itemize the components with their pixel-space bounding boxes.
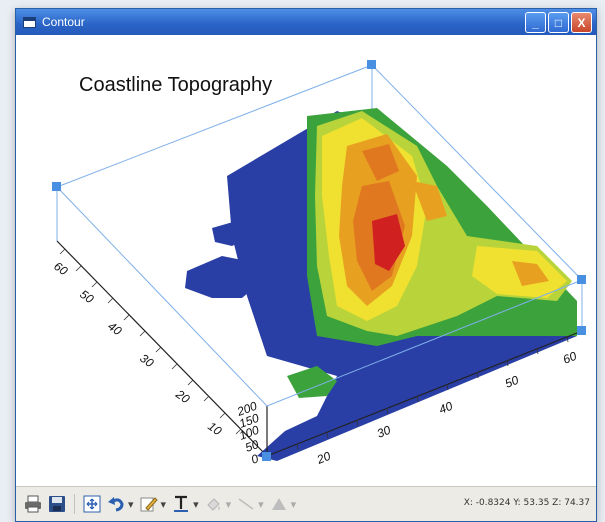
fit-to-window-icon xyxy=(83,495,101,513)
undo-arrow-icon xyxy=(108,497,124,512)
minimize-button[interactable]: _ xyxy=(525,12,546,33)
close-button[interactable]: X xyxy=(571,12,592,33)
left-tick-label: 20 xyxy=(172,386,192,406)
title-bar[interactable]: Contour _ □ X xyxy=(16,9,596,35)
text-dropdown-arrow[interactable]: ▾ xyxy=(193,498,199,511)
window-title: Contour xyxy=(42,15,85,29)
undo-button[interactable] xyxy=(105,493,127,515)
undo-dropdown-arrow[interactable]: ▾ xyxy=(128,498,134,511)
front-tick-label: 50 xyxy=(503,373,521,391)
toolbar: ▾ ▾ ▾ ▾ xyxy=(16,487,298,521)
window-controls: _ □ X xyxy=(525,12,592,33)
left-tick-label: 30 xyxy=(137,351,156,370)
color-dropdown-arrow[interactable]: ▾ xyxy=(225,498,232,511)
front-tick-label: 60 xyxy=(561,349,579,367)
fill-button[interactable] xyxy=(268,493,290,515)
pencil-icon xyxy=(140,497,158,512)
window-icon xyxy=(23,16,36,28)
vertical-tick-label: 0 xyxy=(249,451,260,467)
line-icon xyxy=(238,498,254,510)
save-button[interactable] xyxy=(46,493,68,515)
line-button[interactable] xyxy=(235,493,257,515)
printer-icon xyxy=(25,495,41,513)
left-tick-label: 40 xyxy=(105,319,124,338)
paint-icon xyxy=(206,498,220,511)
draw-button[interactable] xyxy=(138,493,160,515)
corner-handles[interactable] xyxy=(52,60,586,461)
topography-surface xyxy=(185,108,577,461)
bounding-box-front xyxy=(56,186,583,407)
text-T-icon xyxy=(174,495,189,512)
front-tick-label: 40 xyxy=(437,399,455,417)
draw-dropdown-arrow[interactable]: ▾ xyxy=(160,498,167,511)
contour-window: Contour _ □ X xyxy=(15,8,597,522)
bounding-box-back xyxy=(56,64,583,331)
fill-dropdown-arrow[interactable]: ▾ xyxy=(290,498,297,511)
floppy-disk-icon xyxy=(49,496,65,512)
left-tick-label: 50 xyxy=(77,287,96,306)
minor-ticks xyxy=(59,248,569,451)
vertical-tick-label: 100 xyxy=(237,423,261,443)
text-button[interactable] xyxy=(170,493,192,515)
maximize-button[interactable]: □ xyxy=(548,12,569,33)
vertical-tick-label: 150 xyxy=(237,411,261,431)
toolbar-separator xyxy=(74,494,75,514)
toolbar-status-bar: ▾ ▾ ▾ ▾ xyxy=(16,486,596,521)
plot-area[interactable]: Coastline Topography 60 50 40 30 20 10 2… xyxy=(17,36,595,486)
plot-title: Coastline Topography xyxy=(79,74,272,96)
vertical-axis-labels: 200 150 100 50 0 xyxy=(234,399,261,467)
print-button[interactable] xyxy=(22,493,44,515)
surface-plot[interactable]: Coastline Topography 60 50 40 30 20 10 2… xyxy=(17,36,595,486)
color-button[interactable] xyxy=(203,493,225,515)
fit-button[interactable] xyxy=(81,493,103,515)
vertical-tick-label: 200 xyxy=(234,399,259,419)
front-axis-labels: 20 30 40 50 60 xyxy=(314,349,579,467)
line-dropdown-arrow[interactable]: ▾ xyxy=(258,498,264,511)
front-tick-label: 20 xyxy=(314,449,333,467)
front-tick-label: 30 xyxy=(375,423,393,441)
axes xyxy=(56,240,583,457)
left-tick-label: 60 xyxy=(51,259,70,278)
triangle-icon xyxy=(271,498,286,510)
left-tick-label: 10 xyxy=(205,419,224,438)
vertical-tick-label: 50 xyxy=(243,437,261,455)
cursor-coordinates: X: -0.8324 Y: 53.35 Z: 74.37 xyxy=(463,498,590,508)
